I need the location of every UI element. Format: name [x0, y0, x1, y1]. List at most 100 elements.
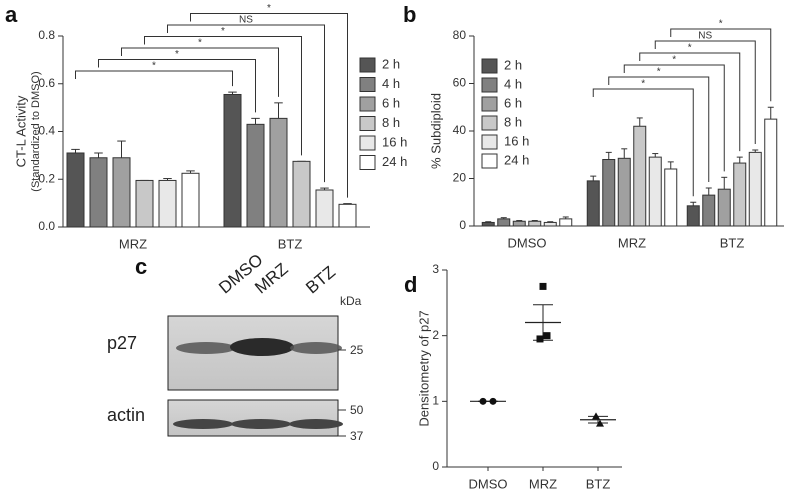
significance-bracket	[592, 88, 694, 197]
bar	[112, 157, 131, 228]
bar	[338, 203, 357, 228]
legend-swatch	[481, 77, 498, 93]
significance-label: *	[198, 38, 202, 49]
bar	[528, 220, 542, 227]
legend-swatch	[359, 96, 376, 112]
bar	[497, 218, 511, 227]
legend-swatch	[359, 116, 376, 131]
significance-bracket	[167, 24, 325, 183]
point	[596, 419, 604, 427]
bar	[135, 179, 154, 228]
y-tick-label: 0.0	[38, 219, 55, 233]
lane-label: BTZ	[302, 262, 339, 297]
significance-bracket	[654, 40, 756, 144]
bar	[246, 123, 265, 228]
band	[230, 338, 294, 356]
y-tick-label: 0.2	[38, 171, 55, 185]
x-tick-label: MRZ	[529, 476, 557, 491]
bar	[158, 179, 177, 228]
x-tick-label: BTZ	[278, 236, 303, 251]
bar	[648, 156, 662, 227]
bar	[717, 188, 731, 227]
bar	[89, 157, 108, 228]
x-tick-label: MRZ	[618, 235, 646, 250]
y-axis-label: Densitometry of p27	[416, 310, 431, 426]
band	[176, 342, 236, 354]
significance-bracket	[190, 13, 348, 198]
bar	[181, 172, 200, 228]
bar	[292, 160, 311, 228]
band-label: p27	[107, 333, 137, 353]
y-tick-label: 0	[459, 218, 466, 232]
bar	[543, 221, 557, 227]
significance-bracket	[608, 76, 710, 182]
point	[543, 332, 551, 340]
legend-label: 24 h	[504, 152, 529, 167]
significance-bracket	[98, 59, 256, 113]
legend-label: 8 h	[504, 114, 522, 129]
significance-label: *	[719, 19, 723, 30]
legend-label: 6 h	[382, 95, 400, 110]
significance-label: *	[688, 43, 692, 54]
bar	[764, 118, 778, 227]
unit-label: kDa	[340, 294, 362, 308]
bar	[664, 168, 678, 227]
bar	[512, 220, 526, 227]
band	[231, 419, 291, 429]
point	[489, 397, 497, 405]
significance-label: *	[267, 3, 271, 14]
significance-label: *	[152, 61, 156, 72]
panel-label: d	[404, 272, 417, 297]
bar	[733, 162, 747, 227]
panel-label: c	[135, 254, 147, 279]
legend-label: 16 h	[382, 134, 407, 149]
point	[536, 335, 544, 343]
bar	[617, 157, 631, 227]
legend-swatch	[359, 77, 376, 92]
y-tick-label: 60	[453, 76, 467, 90]
y-axis-label: (Standardized to DMSO)	[30, 71, 42, 191]
bar	[315, 189, 334, 228]
legend-label: 24 h	[382, 154, 407, 169]
y-tick-label: 0.8	[38, 28, 55, 42]
legend-label: 2 h	[382, 56, 400, 71]
x-tick-label: DMSO	[469, 476, 508, 491]
significance-label: *	[672, 55, 676, 66]
legend-label: 4 h	[382, 76, 400, 91]
significance-label: NS	[698, 31, 712, 42]
significance-bracket	[670, 28, 772, 102]
panel-label: a	[5, 2, 18, 27]
significance-label: *	[221, 26, 225, 37]
legend-swatch	[359, 135, 376, 151]
legend-swatch	[359, 155, 376, 170]
point	[539, 282, 547, 290]
y-tick-label: 80	[453, 28, 467, 42]
y-axis-label: % Subdiploid	[428, 93, 443, 169]
legend-swatch	[481, 153, 498, 169]
x-tick-label: BTZ	[586, 476, 611, 491]
band	[290, 342, 342, 354]
legend-swatch	[481, 96, 498, 112]
significance-bracket	[144, 36, 302, 156]
band-label: actin	[107, 405, 145, 425]
significance-label: *	[657, 67, 661, 78]
band	[173, 419, 233, 429]
kda-label: 25	[350, 343, 364, 357]
bar	[269, 117, 288, 228]
legend-label: 2 h	[504, 57, 522, 72]
legend-label: 4 h	[504, 76, 522, 91]
bar	[481, 221, 495, 227]
significance-label: *	[175, 49, 179, 60]
x-tick-label: MRZ	[119, 236, 147, 251]
point	[479, 397, 487, 405]
y-tick-label: 1	[432, 394, 439, 408]
bar	[66, 152, 85, 228]
bar	[633, 125, 647, 227]
legend-swatch	[481, 134, 498, 150]
y-tick-label: 0.4	[38, 124, 55, 138]
y-axis-label: CT-L Activity	[13, 95, 28, 167]
blot-actin	[167, 399, 339, 437]
point	[592, 412, 600, 420]
significance-label: *	[641, 79, 645, 90]
